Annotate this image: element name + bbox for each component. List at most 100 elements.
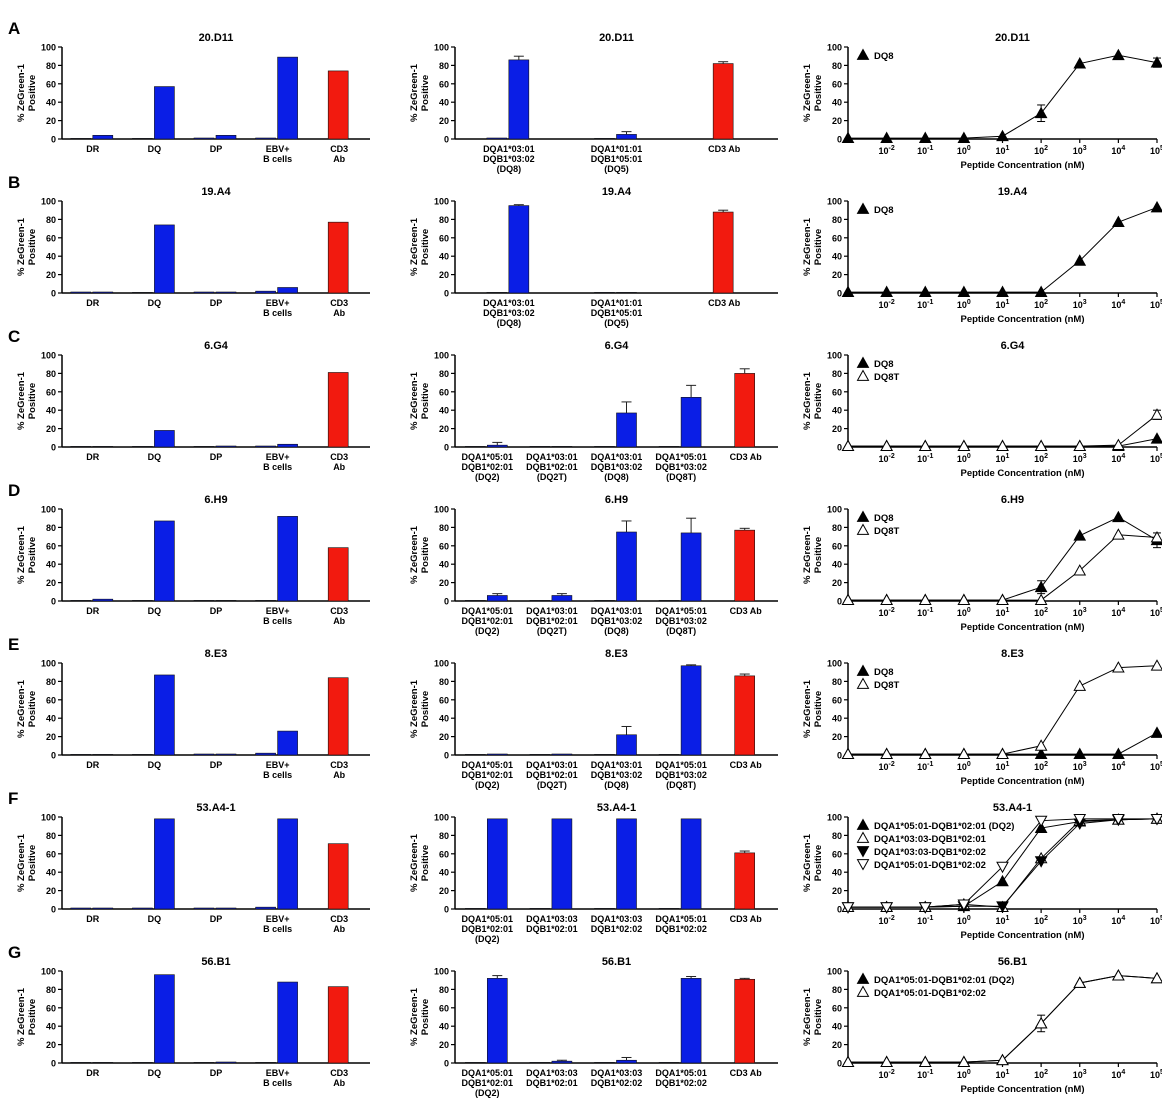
panel-b-allele-bar-chart-title: 19.A4 bbox=[602, 186, 632, 198]
panel-c-dose-response-legend-label: DQ8T bbox=[874, 372, 900, 383]
panel-a-allele-bar-chart-y-label-line1: % ZeGreen-1 bbox=[409, 63, 420, 122]
panel-d-hla-bar-chart-bar bbox=[132, 600, 153, 602]
panel-c-allele-bar-chart-bar bbox=[529, 446, 551, 448]
panel-c-dose-response-x-tick-label: 105 bbox=[1150, 453, 1162, 464]
panel-f-allele-bar-chart-category-label: DQA1*03:03 bbox=[591, 914, 643, 924]
panel-a-hla-bar-chart-y-tick-label: 100 bbox=[41, 43, 56, 53]
panel-c-dose-response-x-tick-label: 10-1 bbox=[917, 453, 933, 464]
panel-b-allele-bar-chart-category-label: DQB1*05:01 bbox=[591, 308, 643, 318]
panel-g-hla-bar-chart-y-tick-label: 80 bbox=[46, 985, 56, 995]
panel-a-allele-bar-chart-y-tick-label: 20 bbox=[439, 116, 449, 126]
panel-e-dose-response-y-tick-label: 60 bbox=[832, 695, 842, 705]
panel-b-dose-response-y-tick-label: 20 bbox=[832, 270, 842, 280]
panel-b-hla-bar-chart-bar bbox=[277, 287, 298, 294]
panel-f-dose-response-title: 53.A4-1 bbox=[993, 802, 1032, 814]
panel-f-dose-response-y-tick-label: 100 bbox=[827, 813, 842, 823]
panel-g-hla-bar-chart-bar bbox=[92, 1062, 114, 1064]
panel-b-hla-bar-chart-bar bbox=[255, 290, 276, 294]
panel-a-allele-bar-chart-y-label-line2: Positive bbox=[420, 75, 431, 111]
panel-letter-c: C bbox=[8, 327, 20, 346]
panel-d-dose-response: 6.H9 0 20 40 60 80 100 % ZeGreen-1 Positive 10-2 1… bbox=[802, 494, 1162, 633]
panel-b-hla-bar-chart: 19.A4 0 20 40 60 80 100 % ZeGreen-1 Positive DR DQ… bbox=[16, 186, 370, 318]
panel-g-allele-bar-chart-bar bbox=[658, 1062, 680, 1064]
panel-c-dose-response-legend-point bbox=[856, 356, 870, 368]
panel-c-dose-response-x-tick-label: 103 bbox=[1073, 453, 1087, 464]
panel-c-allele-bar-chart-category-label: DQA1*05:01 bbox=[462, 452, 514, 462]
panel-g-dose-response-point bbox=[918, 1055, 932, 1067]
panel-f-hla-bar-chart-bar bbox=[154, 818, 175, 910]
panel-g-dose-response-y-label-line2: Positive bbox=[813, 999, 824, 1035]
panel-f-allele-bar-chart-category-label: DQB1*02:02 bbox=[591, 924, 643, 934]
panel-a-hla-bar-chart-y-label-line2: Positive bbox=[27, 75, 38, 111]
panel-f-allele-bar-chart-bar bbox=[551, 818, 573, 910]
panel-g-allele-bar-chart-category-label: DQB1*02:01 bbox=[526, 1078, 578, 1088]
panel-d-allele-bar-chart-y-tick-label: 40 bbox=[439, 560, 449, 570]
panel-d-allele-bar-chart-category-label: DQB1*03:02 bbox=[655, 616, 707, 626]
panel-c-allele-bar-chart-bar bbox=[658, 446, 680, 448]
panel-b-hla-bar-chart-category-label: EBV+ bbox=[266, 298, 290, 308]
panel-f-dose-response-point bbox=[957, 899, 971, 911]
panel-e-hla-bar-chart-bar bbox=[215, 753, 237, 756]
panel-c-allele-bar-chart-bar bbox=[594, 446, 615, 448]
panel-e-allele-bar-chart-bar bbox=[551, 753, 573, 756]
panel-f-allele-bar-chart-category-label: DQB1*02:01 bbox=[462, 924, 514, 934]
panel-a-dose-response-y-tick-label: 40 bbox=[832, 98, 842, 108]
panel-b-hla-bar-chart-category-label: B cells bbox=[263, 308, 292, 318]
panel-e-hla-bar-chart-y-tick-label: 60 bbox=[46, 695, 56, 705]
panel-c-allele-bar-chart-y-label-line1: % ZeGreen-1 bbox=[409, 371, 420, 430]
panel-d-allele-bar-chart-category-label: DQA1*05:01 bbox=[655, 606, 707, 616]
panel-e-dose-response-point bbox=[1150, 659, 1162, 671]
panel-f-hla-bar-chart-category-label: B cells bbox=[263, 924, 292, 934]
panel-a-hla-bar-chart-category-label: CD3 bbox=[330, 144, 348, 154]
panel-b-dose-response-point bbox=[918, 285, 932, 297]
panel-b-hla-bar-chart-category-label: Ab bbox=[333, 308, 345, 318]
panel-e-dose-response-title: 8.E3 bbox=[1001, 648, 1024, 660]
panel-g-allele-bar-chart-bar bbox=[551, 1060, 573, 1064]
panel-f-allele-bar-chart-category-label: DQB1*02:02 bbox=[655, 924, 707, 934]
panel-c-allele-bar-chart-y-tick-label: 0 bbox=[444, 443, 449, 453]
panel-d-hla-bar-chart-bar bbox=[92, 598, 114, 602]
panel-a-allele-bar-chart: 20.D11 0 20 40 60 80 100 % ZeGreen-1 Positive DQA… bbox=[409, 32, 778, 174]
panel-f-allele-bar-chart-category-label: DQA1*03:03 bbox=[526, 914, 578, 924]
panel-g-allele-bar-chart-y-tick-label: 60 bbox=[439, 1003, 449, 1013]
panel-e-allele-bar-chart-bar bbox=[616, 734, 637, 756]
panel-g-allele-bar-chart-bar bbox=[594, 1062, 615, 1064]
panel-c-allele-bar-chart-bar bbox=[486, 444, 508, 448]
panel-b-hla-bar-chart-bar bbox=[154, 224, 175, 294]
panel-e-allele-bar-chart-category-label: DQB1*03:02 bbox=[591, 770, 643, 780]
panel-b-hla-bar-chart-y-tick-label: 100 bbox=[41, 197, 56, 207]
panel-e-dose-response-y-label-line2: Positive bbox=[813, 691, 824, 727]
panel-g-allele-bar-chart-category-label: (DQ2) bbox=[475, 1088, 500, 1098]
panel-c-dose-response-x-tick-label: 10-2 bbox=[879, 453, 895, 464]
panel-g-allele-bar-chart-y-tick-label: 0 bbox=[444, 1059, 449, 1069]
panel-f-dose-response-point bbox=[1034, 856, 1048, 868]
panel-c-hla-bar-chart-bar bbox=[215, 445, 237, 448]
panel-d-dose-response-series-line bbox=[848, 534, 1158, 601]
panel-c-dose-response-y-tick-label: 40 bbox=[832, 406, 842, 416]
panel-f-dose-response-point bbox=[918, 902, 932, 914]
panel-b-dose-response-y-tick-label: 60 bbox=[832, 233, 842, 243]
panel-d-dose-response-title: 6.H9 bbox=[1001, 494, 1024, 506]
panel-e-hla-bar-chart-category-label: DR bbox=[86, 760, 99, 770]
panel-a-dose-response-x-tick-label: 104 bbox=[1111, 145, 1125, 156]
panel-c-hla-bar-chart-category-label: CD3 bbox=[330, 452, 348, 462]
panel-c-hla-bar-chart-bar bbox=[255, 445, 276, 448]
panel-b-allele-bar-chart-y-tick-label: 100 bbox=[434, 197, 449, 207]
panel-a-dose-response-x-label: Peptide Concentration (nM) bbox=[960, 160, 1084, 171]
panel-e-dose-response-point bbox=[1034, 747, 1048, 759]
panel-g-hla-bar-chart-y-tick-label: 100 bbox=[41, 967, 56, 977]
panel-e-dose-response-x-tick-label: 104 bbox=[1111, 761, 1125, 772]
panel-d-dose-response-y-tick-label: 0 bbox=[837, 597, 842, 607]
panel-f-dose-response-x-tick-label: 103 bbox=[1073, 915, 1087, 926]
panel-a-hla-bar-chart-category-label: B cells bbox=[263, 154, 292, 164]
panel-c-allele-bar-chart-category-label: DQB1*02:01 bbox=[462, 462, 514, 472]
panel-g-allele-bar-chart-category-label: DQB1*02:01 bbox=[462, 1078, 514, 1088]
panel-a-hla-bar-chart-bar bbox=[327, 70, 349, 140]
panel-g-hla-bar-chart-bar bbox=[255, 1062, 276, 1064]
panel-d-allele-bar-chart-category-label: DQB1*02:01 bbox=[526, 616, 578, 626]
panel-f-dose-response-x-tick-label: 101 bbox=[996, 915, 1010, 926]
panel-d-hla-bar-chart-y-tick-label: 80 bbox=[46, 523, 56, 533]
panel-e-dose-response-series-line bbox=[848, 665, 1158, 755]
panel-e-hla-bar-chart-bar bbox=[327, 677, 349, 756]
panel-d-allele-bar-chart-bar bbox=[551, 595, 573, 602]
